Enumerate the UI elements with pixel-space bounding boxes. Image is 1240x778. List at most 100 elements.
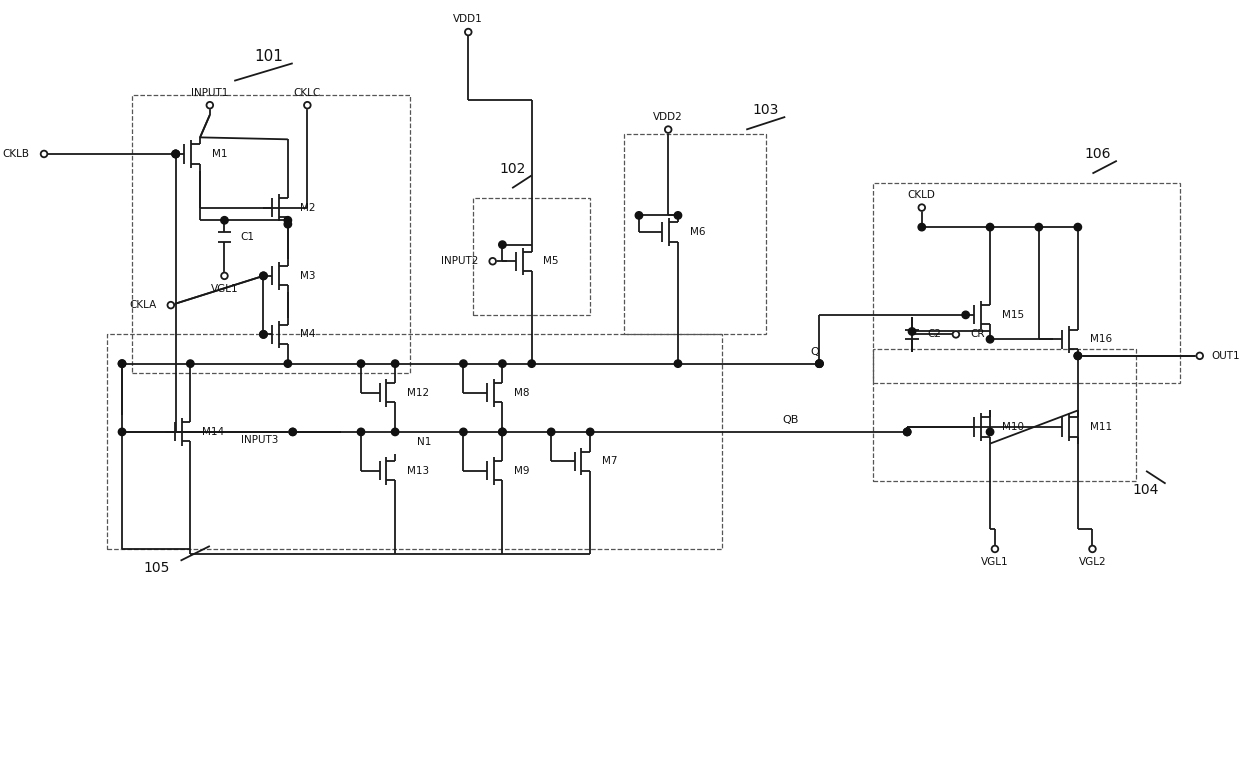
Text: M16: M16 [1090,335,1111,344]
Text: VGL1: VGL1 [981,556,1009,566]
Circle shape [392,428,399,436]
Text: INPUT1: INPUT1 [191,87,228,97]
Circle shape [289,429,296,435]
Circle shape [919,205,925,211]
Text: M7: M7 [601,456,618,466]
Text: M10: M10 [1002,422,1024,432]
Circle shape [498,428,506,436]
Text: N1: N1 [417,436,432,447]
Text: OUT1: OUT1 [1211,351,1240,361]
Circle shape [1035,223,1043,231]
Text: CKLB: CKLB [2,149,30,159]
Circle shape [118,360,125,367]
Circle shape [186,360,193,367]
Circle shape [635,212,642,219]
Text: INPUT3: INPUT3 [241,435,278,445]
Circle shape [952,331,960,338]
Circle shape [460,360,467,367]
Circle shape [259,272,267,279]
Circle shape [498,360,506,367]
Circle shape [221,216,228,224]
Circle shape [41,151,47,157]
Circle shape [918,223,925,231]
Text: CKLC: CKLC [294,87,321,97]
Circle shape [357,360,365,367]
Text: M2: M2 [300,202,315,212]
Circle shape [284,216,291,224]
Text: VGL1: VGL1 [211,283,238,293]
Circle shape [118,360,125,367]
Circle shape [816,360,823,367]
Circle shape [172,150,180,158]
Circle shape [284,220,291,228]
Circle shape [118,428,125,436]
Text: INPUT2: INPUT2 [440,256,479,266]
Text: M6: M6 [689,227,706,237]
Text: C2: C2 [928,329,941,339]
Circle shape [304,102,311,108]
Text: VDD1: VDD1 [454,14,484,24]
Circle shape [284,360,291,367]
Circle shape [904,428,911,436]
Circle shape [548,428,554,436]
Text: M12: M12 [407,388,429,398]
Circle shape [528,360,536,367]
Circle shape [1089,545,1096,552]
Circle shape [986,428,993,436]
Circle shape [490,258,496,265]
Circle shape [465,29,471,35]
Circle shape [986,335,993,343]
Circle shape [259,331,267,338]
Circle shape [289,428,296,436]
Text: CKLD: CKLD [908,190,936,200]
Circle shape [587,428,594,436]
Circle shape [816,360,823,367]
Circle shape [259,272,267,279]
Text: Q: Q [810,347,818,357]
Text: QB: QB [782,415,799,426]
Circle shape [962,311,970,318]
Circle shape [498,428,506,436]
Text: M5: M5 [543,256,559,266]
Circle shape [816,360,823,367]
Circle shape [498,241,506,248]
Circle shape [1074,223,1081,231]
Text: VDD2: VDD2 [653,112,683,122]
Bar [624,135,766,335]
Text: M11: M11 [1090,422,1111,432]
Text: M14: M14 [202,427,224,437]
Text: CKLA: CKLA [129,300,156,310]
Text: 103: 103 [753,103,779,117]
Circle shape [986,223,993,231]
Circle shape [904,428,911,436]
Text: M15: M15 [1002,310,1024,320]
Text: 104: 104 [1133,483,1159,497]
Text: 105: 105 [143,562,170,576]
Bar [108,335,722,549]
Circle shape [1074,352,1081,359]
Circle shape [992,545,998,552]
Circle shape [675,360,682,367]
Bar [474,198,590,315]
Text: M4: M4 [300,329,315,339]
Text: M9: M9 [515,466,529,476]
Text: CR: CR [971,329,985,339]
Circle shape [259,331,267,338]
Text: M3: M3 [300,271,315,281]
Circle shape [207,102,213,108]
Bar [131,96,409,373]
Bar [873,183,1180,383]
Text: VGL2: VGL2 [1079,556,1106,566]
Text: 101: 101 [254,49,283,64]
Circle shape [172,150,180,158]
Circle shape [172,150,180,158]
Text: 106: 106 [1084,147,1111,161]
Circle shape [665,126,672,133]
Circle shape [1074,352,1081,359]
Circle shape [909,328,915,335]
Circle shape [1197,352,1203,359]
Text: M13: M13 [407,466,429,476]
Text: C1: C1 [241,232,254,242]
Circle shape [357,428,365,436]
Circle shape [221,272,228,279]
